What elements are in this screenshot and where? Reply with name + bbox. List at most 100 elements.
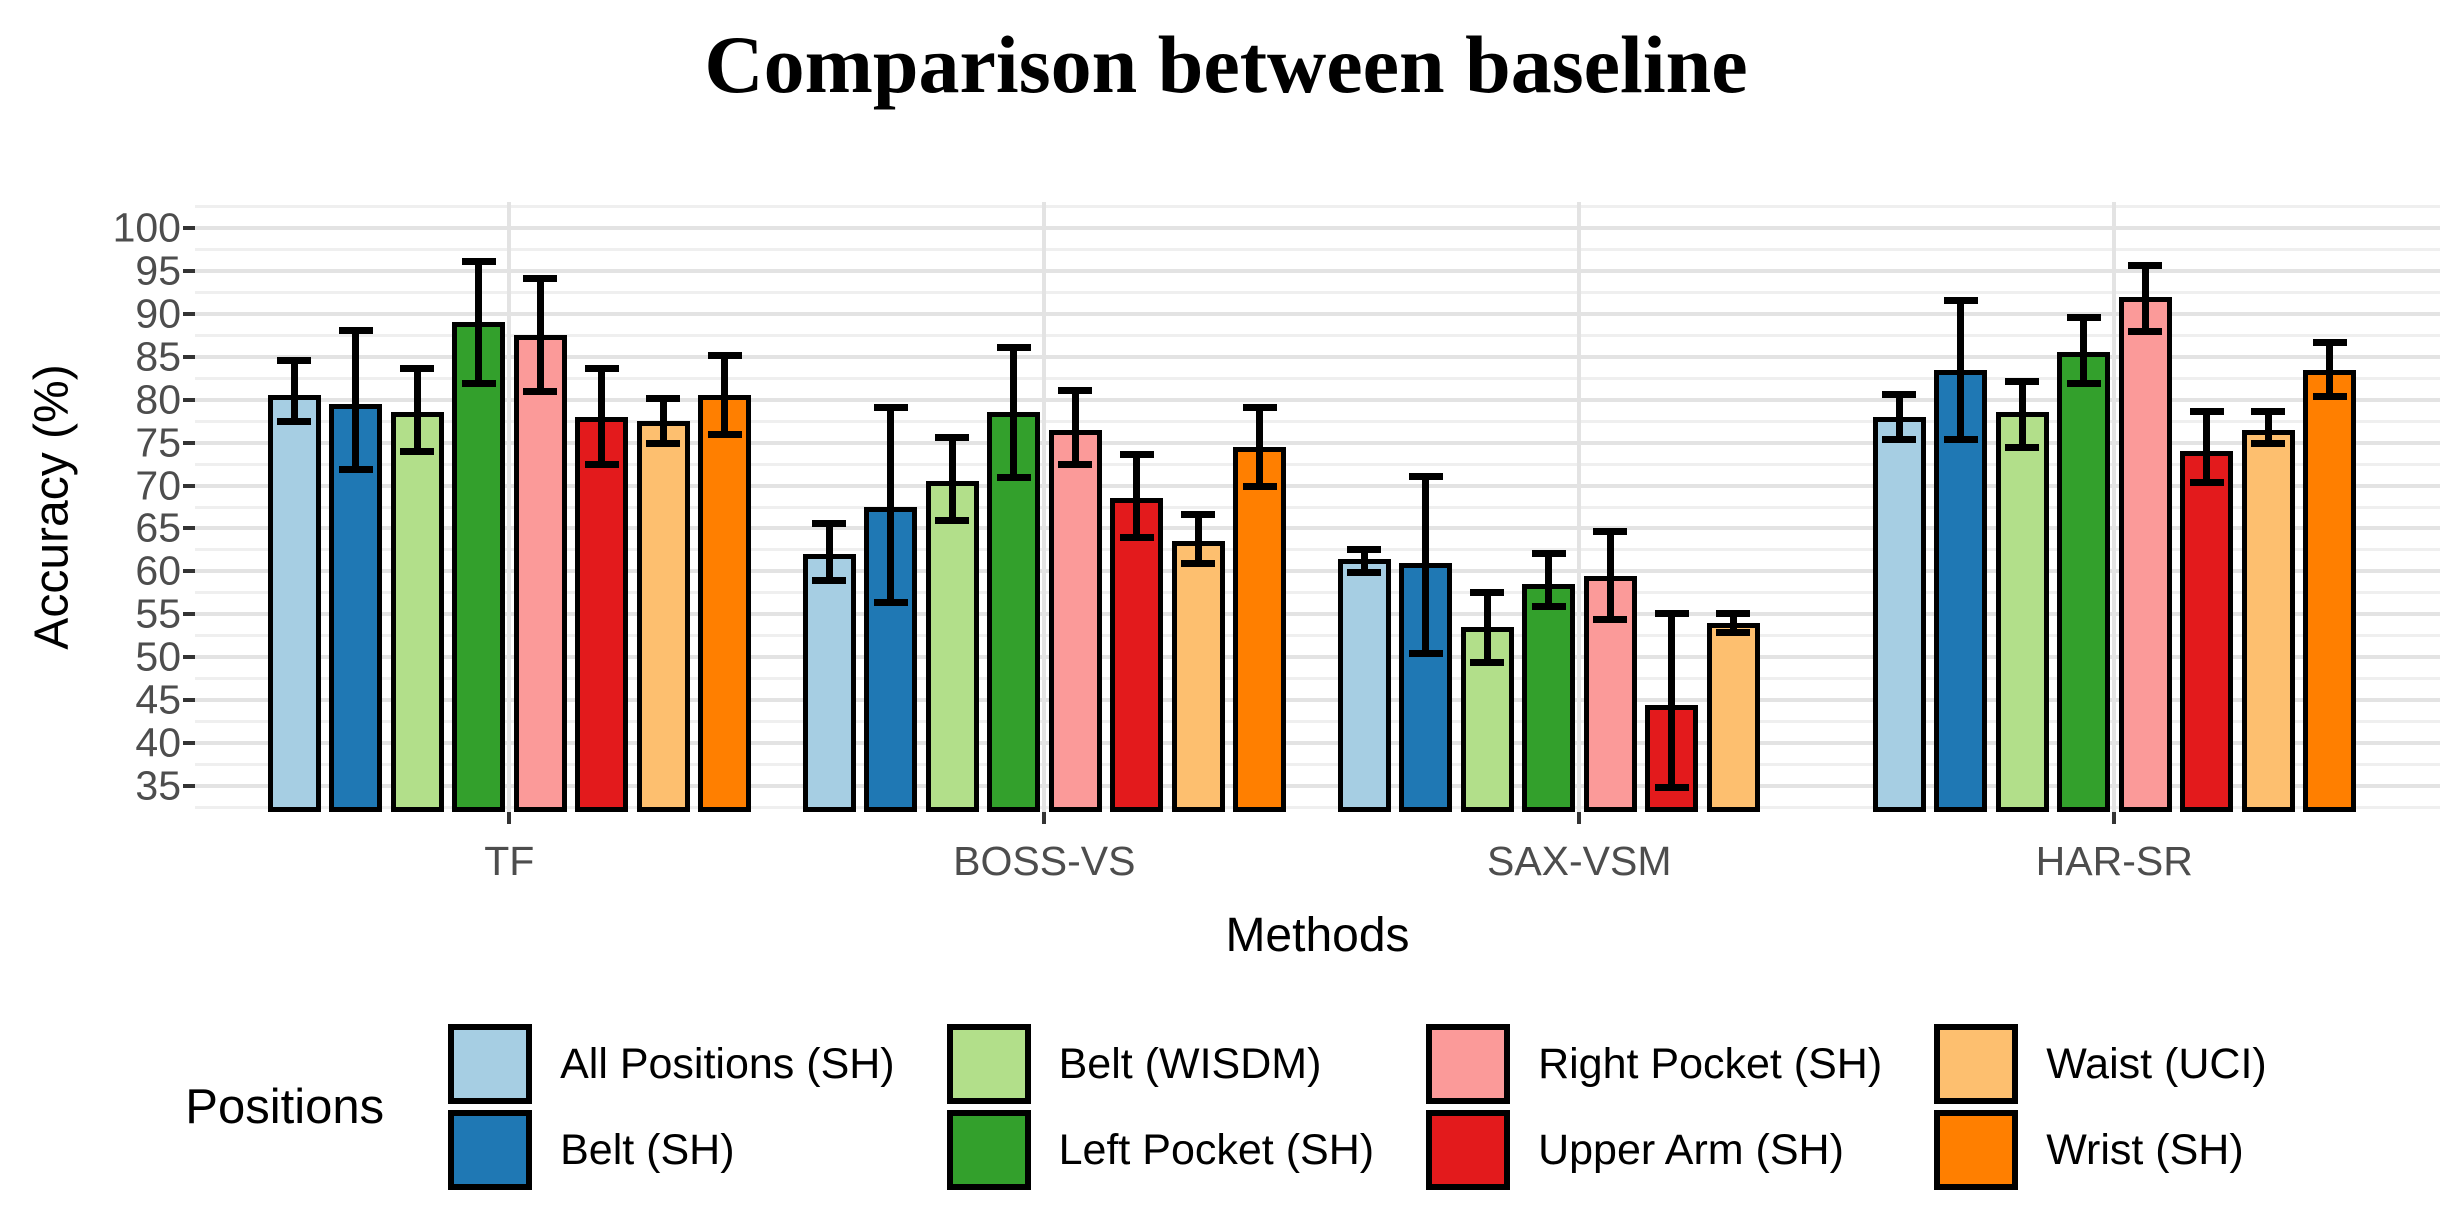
legend-item: Waist (UCI)	[1934, 1024, 2267, 1104]
y-tick-label: 70	[135, 462, 181, 509]
bar	[1171, 541, 1225, 812]
legend-swatch	[448, 1110, 533, 1190]
x-tick-label-boss-vs: BOSS-VS	[953, 838, 1136, 884]
x-tick-mark	[1042, 812, 1047, 824]
bar	[1522, 584, 1576, 812]
error-bar-stem	[2264, 408, 2272, 447]
error-bar	[707, 352, 742, 439]
bar	[1872, 416, 1926, 812]
error-bar-stem	[1071, 386, 1079, 469]
error-bar-stem	[1360, 545, 1368, 576]
legend-swatch	[448, 1024, 533, 1104]
gridline-minor	[195, 634, 2440, 638]
error-bar-cap-top	[2066, 313, 2101, 321]
error-bar-cap-bottom	[461, 379, 496, 387]
bar	[513, 335, 567, 812]
bar	[452, 322, 506, 812]
y-tick-mark	[183, 311, 195, 316]
legend-swatch	[1934, 1110, 2019, 1190]
error-bar-stem	[721, 352, 729, 439]
y-tick-mark	[183, 483, 195, 488]
error-bar	[1119, 451, 1154, 542]
bar	[925, 481, 979, 812]
legend-swatch	[1426, 1110, 1511, 1190]
legend-item-label: Upper Arm (SH)	[1538, 1125, 1844, 1174]
error-bar-stem	[352, 326, 360, 473]
error-bar	[461, 257, 496, 387]
error-bar-cap-top	[2312, 339, 2347, 347]
error-bar-stem	[948, 433, 956, 525]
gridline-minor	[195, 376, 2440, 380]
legend-swatch	[1934, 1024, 2019, 1104]
error-bar-cap-bottom	[1119, 534, 1154, 542]
error-bar-cap-top	[873, 403, 908, 411]
error-bar-cap-top	[1593, 528, 1628, 536]
gridline-minor	[195, 720, 2440, 724]
gridline-minor	[195, 419, 2440, 423]
y-tick-label: 85	[135, 333, 181, 380]
error-bar-cap-bottom	[523, 388, 558, 396]
error-bar-cap-top	[277, 356, 312, 364]
error-bar-cap-bottom	[2005, 444, 2039, 452]
plot-panel	[195, 202, 2440, 812]
gridline-minor	[195, 247, 2440, 251]
y-tick-mark	[183, 612, 195, 617]
error-bar-cap-top	[2251, 408, 2285, 416]
error-bar	[1943, 296, 1978, 443]
bar	[2118, 296, 2172, 812]
error-bar-stem	[1957, 296, 1964, 443]
legend: Positions All Positions (SH) Belt (SH) Bel…	[0, 1018, 2452, 1196]
error-bar-stem	[1895, 391, 1903, 443]
error-bar	[277, 356, 312, 426]
y-tick-mark	[183, 569, 195, 574]
error-bar-cap-top	[1531, 549, 1566, 557]
gridline-vertical	[2112, 202, 2117, 812]
error-bar-cap-top	[812, 519, 847, 527]
bar	[2180, 451, 2233, 812]
gridline-major	[195, 483, 2440, 488]
y-tick-label: 55	[135, 590, 181, 637]
error-bar-stem	[1729, 610, 1737, 636]
gridline-major	[195, 311, 2440, 316]
error-bar-stem	[1668, 610, 1676, 791]
error-bar	[1531, 549, 1566, 611]
gridline-major	[195, 440, 2440, 445]
legend-item: All Positions (SH)	[448, 1024, 895, 1104]
error-bar-cap-top	[646, 395, 681, 403]
error-bar-cap-bottom	[277, 418, 312, 426]
error-bar-cap-bottom	[1654, 783, 1689, 791]
gridline-vertical	[1042, 202, 1047, 812]
y-tick-mark	[183, 698, 195, 703]
bar	[329, 403, 383, 812]
error-bar-cap-bottom	[400, 448, 435, 456]
error-bar-cap-top	[523, 275, 558, 283]
error-bar	[523, 275, 558, 396]
legend-item-label: Belt (WISDM)	[1058, 1039, 1322, 1088]
error-bar-cap-top	[1470, 588, 1505, 596]
error-bar-cap-bottom	[1242, 482, 1277, 490]
error-bar-stem	[1194, 511, 1202, 568]
chart-title: Comparison between baseline	[704, 19, 1748, 110]
error-bar-cap-top	[935, 433, 970, 441]
error-bar-cap-top	[707, 352, 742, 360]
error-bar-stem	[1422, 472, 1430, 658]
gridline-major	[195, 354, 2440, 359]
error-bar-cap-bottom	[1181, 560, 1216, 568]
error-bar-cap-bottom	[1531, 603, 1566, 611]
legend-swatch	[946, 1024, 1031, 1104]
gridline-minor	[195, 204, 2440, 208]
error-bar	[2066, 313, 2101, 387]
error-bar	[1470, 588, 1505, 666]
error-bar-cap-top	[996, 343, 1031, 351]
error-bar-cap-top	[584, 365, 619, 373]
bar	[1583, 575, 1637, 812]
legend-item: Right Pocket (SH)	[1426, 1024, 1882, 1104]
error-bar-stem	[290, 356, 298, 426]
error-bar-cap-bottom	[2066, 379, 2101, 387]
bar	[2241, 429, 2295, 812]
error-bar-stem	[2141, 262, 2149, 336]
gridline-major	[195, 569, 2440, 574]
legend-item-label: Wrist (SH)	[2046, 1125, 2244, 1174]
error-bar-cap-bottom	[1882, 435, 1916, 443]
